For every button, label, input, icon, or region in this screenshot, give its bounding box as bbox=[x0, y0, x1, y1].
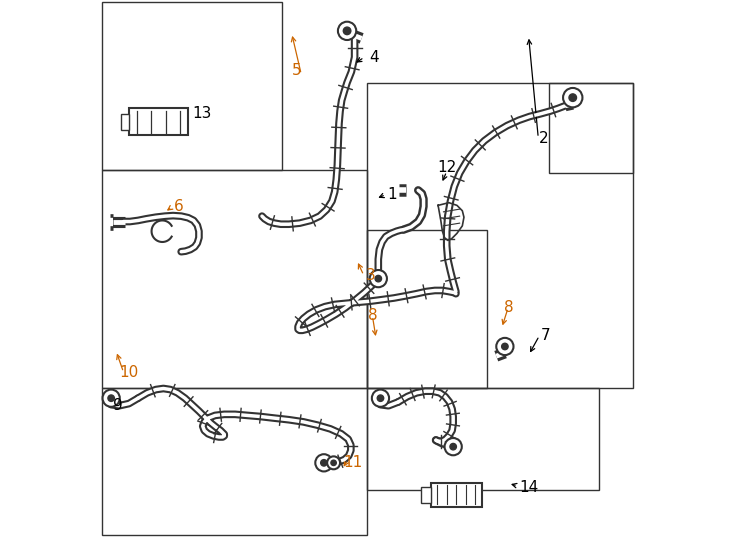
Circle shape bbox=[445, 438, 462, 455]
Circle shape bbox=[563, 88, 583, 107]
Text: 12: 12 bbox=[437, 160, 457, 175]
Text: 6: 6 bbox=[174, 199, 184, 214]
Text: 5: 5 bbox=[292, 63, 302, 78]
Circle shape bbox=[375, 275, 382, 282]
Bar bbox=[549, 83, 633, 173]
Text: 14: 14 bbox=[519, 480, 538, 495]
Circle shape bbox=[108, 395, 115, 401]
Circle shape bbox=[370, 270, 387, 287]
Bar bbox=[102, 388, 367, 535]
Bar bbox=[421, 487, 431, 503]
Circle shape bbox=[331, 460, 336, 465]
Circle shape bbox=[316, 454, 333, 471]
Circle shape bbox=[569, 94, 576, 102]
Text: 1: 1 bbox=[388, 187, 397, 202]
Circle shape bbox=[321, 460, 327, 466]
Text: 4: 4 bbox=[370, 50, 379, 65]
Circle shape bbox=[103, 389, 120, 407]
Circle shape bbox=[501, 343, 508, 350]
Text: 10: 10 bbox=[119, 365, 139, 380]
Bar bbox=[367, 388, 599, 490]
Bar bbox=[102, 170, 367, 388]
Text: 8: 8 bbox=[368, 308, 378, 323]
Bar bbox=[129, 109, 188, 136]
Text: 13: 13 bbox=[192, 106, 211, 122]
Text: 8: 8 bbox=[504, 300, 514, 315]
Text: 9: 9 bbox=[113, 398, 123, 413]
Circle shape bbox=[338, 22, 356, 40]
Text: 11: 11 bbox=[344, 455, 363, 470]
Bar bbox=[431, 483, 482, 507]
Text: 7: 7 bbox=[540, 328, 550, 343]
Circle shape bbox=[450, 443, 457, 450]
Bar bbox=[121, 114, 129, 130]
Circle shape bbox=[377, 395, 384, 401]
Bar bbox=[367, 230, 487, 388]
Circle shape bbox=[496, 338, 514, 355]
Bar bbox=[102, 2, 282, 170]
Text: 2: 2 bbox=[539, 131, 549, 146]
Circle shape bbox=[372, 389, 389, 407]
Text: 3: 3 bbox=[366, 268, 375, 283]
Bar bbox=[367, 83, 633, 388]
Circle shape bbox=[327, 456, 340, 469]
Circle shape bbox=[344, 27, 351, 35]
